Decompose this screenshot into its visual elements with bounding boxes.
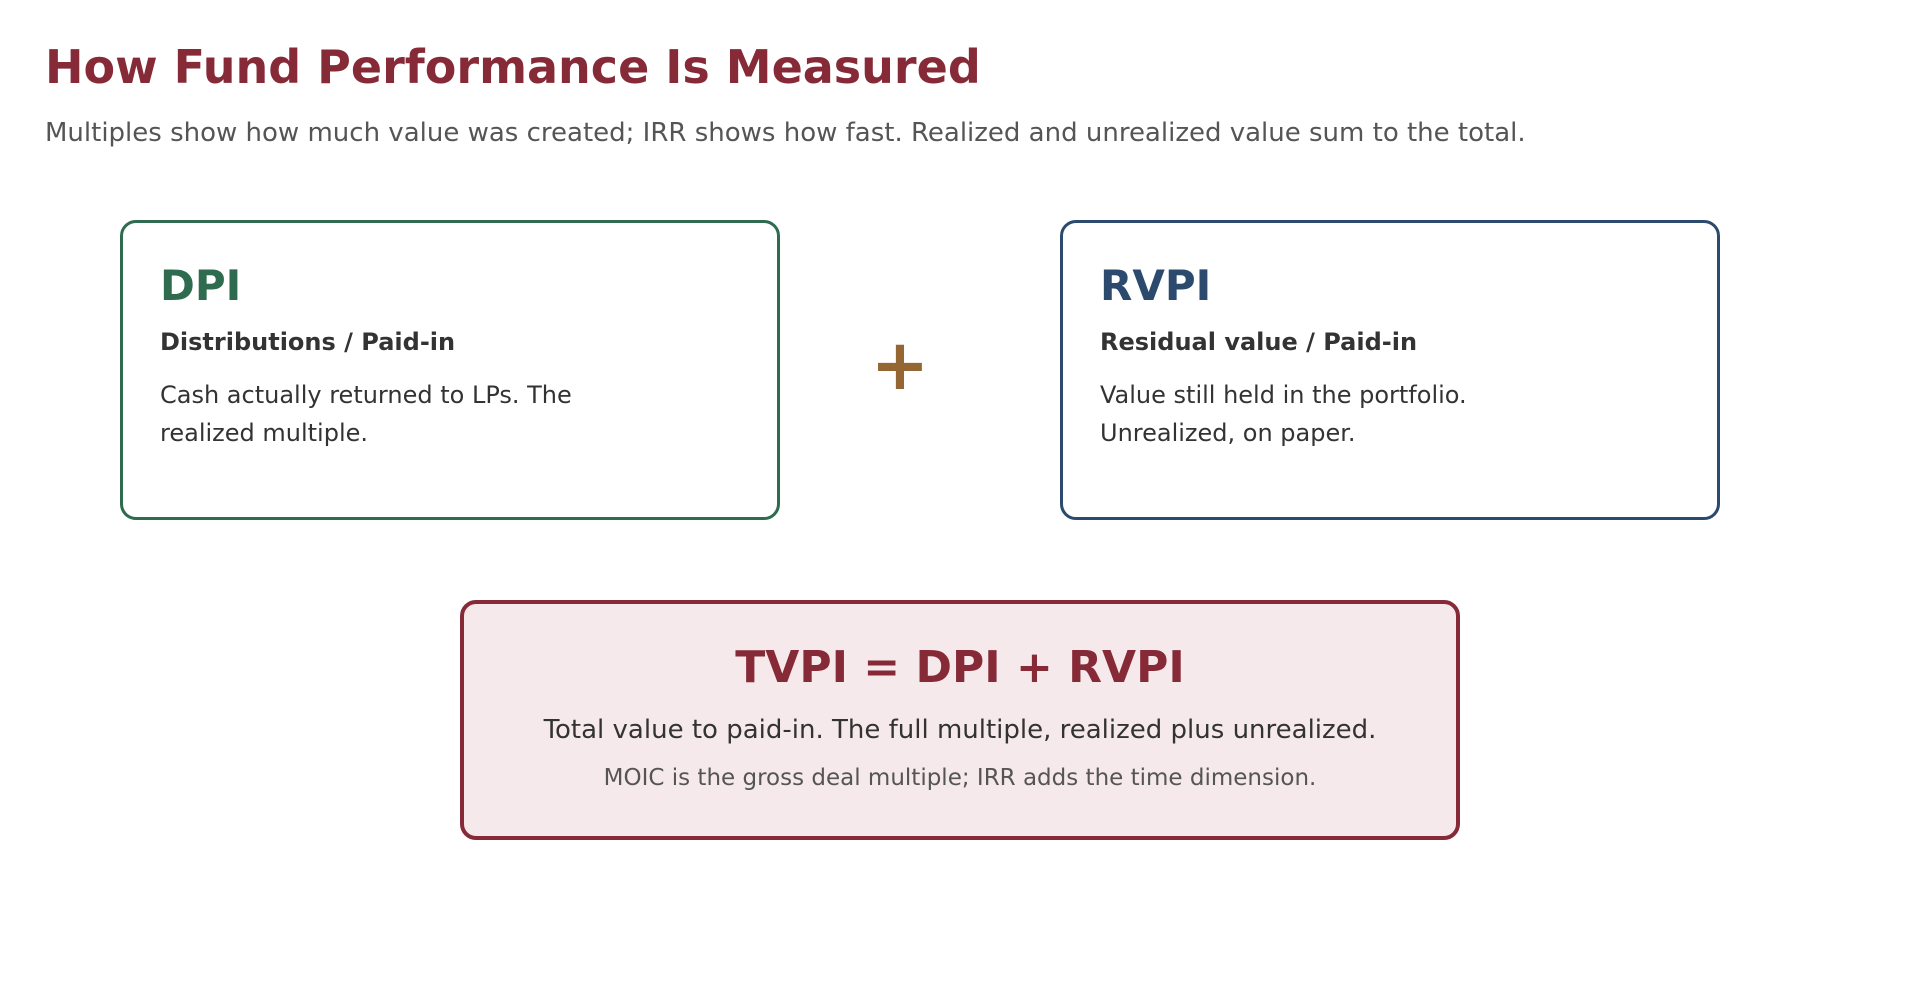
summary-description: Total value to paid-in. The full multipl… — [543, 715, 1377, 745]
card-description: Cash actually returned to LPs. The reali… — [160, 381, 572, 447]
metric-card: DPI Distributions / Paid-in Cash actuall… — [120, 220, 780, 520]
page-subtitle: Multiples show how much value was create… — [45, 118, 1526, 148]
summary-note: MOIC is the gross deal multiple; IRR add… — [603, 765, 1317, 791]
card-description: Value still held in the portfolio. Unrea… — [1100, 381, 1467, 447]
card-title: RVPI — [1100, 261, 1212, 310]
metric-card: RVPI Residual value / Paid-in Value stil… — [1060, 220, 1720, 520]
plus-operator: + — [870, 324, 930, 406]
card-formula: Residual value / Paid-in — [1100, 328, 1418, 356]
card-title: DPI — [160, 261, 242, 310]
summary-box: TVPI = DPI + RVPI Total value to paid-in… — [460, 600, 1460, 840]
page-title: How Fund Performance Is Measured — [45, 40, 981, 94]
summary-title: TVPI = DPI + RVPI — [735, 642, 1185, 693]
card-formula: Distributions / Paid-in — [160, 328, 456, 356]
